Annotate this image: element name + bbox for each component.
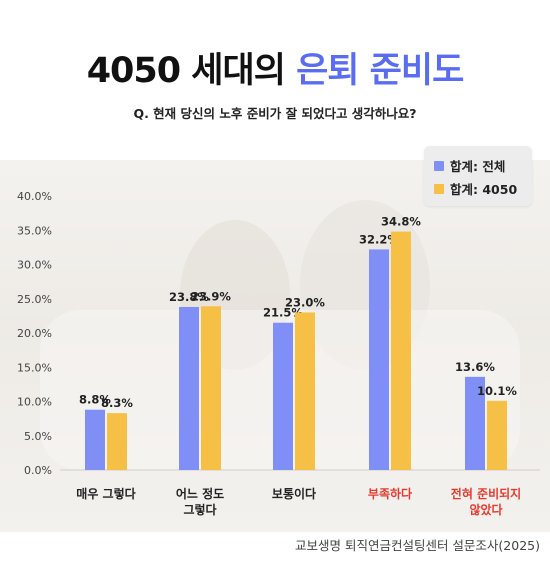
y-tick-label: 15.0% xyxy=(17,361,52,374)
chart-subtitle: Q. 현재 당신의 노후 준비가 잘 되었다고 생각하나요? xyxy=(133,106,417,121)
y-tick-label: 10.0% xyxy=(17,396,52,409)
legend-swatch-series1 xyxy=(434,160,444,171)
bar-4050 xyxy=(107,413,127,470)
data-label: 13.6% xyxy=(455,360,495,374)
title-accent: 은퇴 준비도 xyxy=(296,51,464,91)
data-label: 21.5% xyxy=(263,306,303,320)
y-tick-label: 40.0% xyxy=(17,190,52,203)
category-label: 어느 정도 xyxy=(176,486,224,501)
legend-label-series2: 합계: 4050 xyxy=(450,182,518,197)
legend-item-series1: 합계: 전체 xyxy=(434,156,505,175)
legend: 합계: 전체 합계: 4050 xyxy=(424,146,532,206)
category-label: 보통이다 xyxy=(272,486,316,501)
title-main: 4050 세대의 xyxy=(86,51,297,91)
bar-total xyxy=(179,306,199,470)
y-tick-label: 35.0% xyxy=(17,224,52,237)
y-tick-label: 0.0% xyxy=(24,464,52,477)
y-tick-label: 30.0% xyxy=(17,259,52,272)
data-label: 23.0% xyxy=(285,295,325,309)
data-label: 10.1% xyxy=(477,384,517,398)
category-label: 그렇다 xyxy=(183,502,216,517)
bar-4050 xyxy=(487,400,507,470)
y-tick-label: 25.0% xyxy=(17,293,52,306)
bar-total xyxy=(273,322,293,470)
legend-item-series2: 합계: 4050 xyxy=(434,179,517,198)
y-tick-label: 5.0% xyxy=(24,430,52,443)
data-label: 34.8% xyxy=(381,215,421,229)
bar-total xyxy=(465,376,485,470)
source-note: 교보생명 퇴직연금컨설팅센터 설문조사(2025) xyxy=(294,538,540,553)
data-label: 8.8% xyxy=(79,393,111,407)
y-tick-label: 20.0% xyxy=(17,327,52,340)
data-label: 32.2% xyxy=(359,232,399,246)
data-label: 23.9% xyxy=(191,289,231,303)
data-label: 8.3% xyxy=(101,396,133,410)
bar-4050 xyxy=(295,312,315,470)
category-label: 않았다 xyxy=(469,502,502,517)
data-label: 23.8% xyxy=(169,290,209,304)
bar-4050 xyxy=(391,231,411,470)
category-label: 매우 그렇다 xyxy=(76,486,135,501)
category-label: 전혀 준비되지 xyxy=(451,486,521,501)
bar-4050 xyxy=(201,306,221,470)
chart-title: 4050 세대의 은퇴 준비도 xyxy=(0,42,550,93)
legend-label-series1: 합계: 전체 xyxy=(450,159,506,174)
bar-total xyxy=(369,249,389,470)
category-label: 부족하다 xyxy=(368,486,412,501)
bar-total xyxy=(85,409,105,470)
legend-swatch-series2 xyxy=(434,183,444,194)
